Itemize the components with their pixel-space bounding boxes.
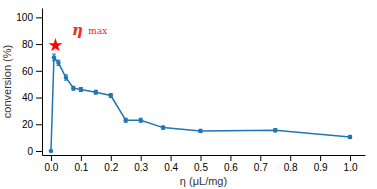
tick-mark: [171, 155, 172, 161]
tick-label: 0.2: [104, 162, 118, 173]
tick: 0.5: [194, 155, 208, 173]
error-bars: [49, 54, 352, 151]
tick: 20: [22, 119, 42, 130]
annotation: η: [72, 21, 83, 39]
tick-label: 0: [27, 146, 33, 157]
tick-mark: [51, 155, 52, 161]
error-bar: [124, 118, 128, 122]
tick-mark: [350, 155, 351, 161]
series: [49, 38, 63, 51]
tick: 0.4: [164, 155, 178, 173]
tick-label: 80: [22, 39, 34, 50]
y-axis: 0 20 40 60 80 100: [16, 9, 42, 157]
tick-label: 0.3: [134, 162, 148, 173]
x-axis-line: [43, 155, 366, 156]
series: [49, 54, 353, 153]
tick-label: 0.5: [194, 162, 208, 173]
point: [198, 129, 203, 134]
tick-label: 0.9: [314, 162, 328, 173]
tick-label: 60: [22, 66, 34, 77]
error-bar: [199, 129, 203, 132]
point: [161, 125, 166, 130]
error-bar: [94, 90, 98, 94]
tick-mark: [36, 17, 42, 18]
tick-mark: [36, 124, 42, 125]
tick-label: 40: [22, 92, 34, 103]
annotations: ηmax: [72, 21, 107, 39]
tick: 1.0: [344, 155, 358, 173]
x-axis: 0.0 0.1 0.2 0.3 0.4 0.5 0.6 0.7 0.8 0.9 1.0: [43, 155, 366, 173]
tick-label: 100: [16, 12, 33, 23]
tick: 0.0: [45, 155, 59, 173]
point: [123, 118, 128, 123]
tick: 100: [16, 12, 42, 23]
star-marker: [49, 38, 63, 51]
tick-mark: [81, 155, 82, 161]
point: [138, 118, 143, 123]
tick: 0.6: [224, 155, 238, 173]
tick-mark: [36, 71, 42, 72]
error-bar: [79, 88, 83, 92]
point: [56, 61, 61, 66]
point: [71, 86, 76, 91]
tick: 0.1: [74, 155, 88, 173]
point: [348, 135, 353, 140]
tick: 0.9: [314, 155, 328, 173]
point: [64, 75, 69, 80]
y-axis-title: conversion (%): [1, 45, 13, 118]
tick-mark: [141, 155, 142, 161]
error-bar: [161, 126, 165, 129]
error-bar: [348, 135, 352, 138]
line: [51, 57, 350, 151]
error-bar: [109, 94, 113, 98]
tick-mark: [230, 155, 231, 161]
tick-mark: [260, 155, 261, 161]
error-bar: [273, 129, 277, 132]
tick-label: 20: [22, 119, 34, 130]
tick-mark: [320, 155, 321, 161]
tick-mark: [201, 155, 202, 161]
error-bar-cap: [52, 54, 56, 55]
chart: 0.0 0.1 0.2 0.3 0.4 0.5 0.6 0.7 0.8 0.9 1.0 0 20 40 60…: [0, 0, 377, 189]
point: [49, 149, 54, 154]
tick: 60: [22, 66, 42, 77]
tick-label: 0.6: [224, 162, 238, 173]
tick: 0.8: [284, 155, 298, 173]
tick-mark: [36, 151, 42, 152]
tick-mark: [36, 98, 42, 99]
tick: 0.7: [254, 155, 268, 173]
error-bar: [71, 86, 75, 90]
error-bar: [139, 118, 143, 122]
tick: 0.3: [134, 155, 148, 173]
point: [79, 87, 84, 92]
tick-label: 0.8: [284, 162, 298, 173]
tick-label: 0.0: [45, 162, 59, 173]
plot-area: [49, 38, 353, 153]
tick: 40: [22, 92, 42, 103]
tick-label: 0.7: [254, 162, 268, 173]
point: [109, 93, 114, 98]
y-axis-line: [42, 9, 43, 156]
point: [273, 128, 278, 133]
tick-mark: [290, 155, 291, 161]
tick: 80: [22, 39, 42, 50]
tick-label: 0.1: [74, 162, 88, 173]
tick-label: 1.0: [344, 162, 358, 173]
point: [94, 90, 99, 95]
tick: 0.2: [104, 155, 118, 173]
tick: 0: [27, 146, 42, 157]
point: [52, 55, 57, 60]
x-axis-title: η (μL/mg): [180, 175, 227, 187]
annotation: max: [88, 26, 107, 36]
tick-mark: [36, 44, 42, 45]
tick-label: 0.4: [164, 162, 178, 173]
tick-mark: [111, 155, 112, 161]
